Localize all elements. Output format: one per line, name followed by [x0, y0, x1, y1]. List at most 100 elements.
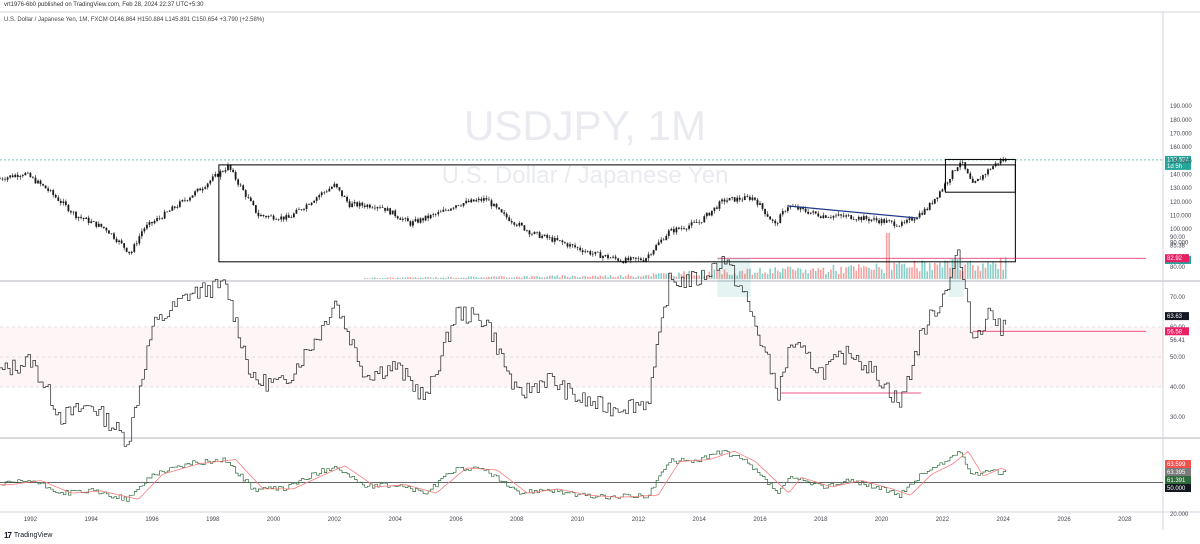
volume-bar [880, 269, 883, 279]
volume-bar [906, 267, 908, 279]
volume-bar [564, 275, 566, 279]
volume-bar [445, 277, 447, 279]
candle-down [381, 207, 384, 208]
candle-up [928, 202, 931, 210]
volume-bar [612, 276, 614, 279]
candle-down [561, 240, 564, 243]
candle-down [748, 196, 751, 200]
candle-up [156, 218, 158, 221]
volume-bar [675, 276, 678, 279]
candle-down [341, 190, 343, 197]
candle-up [835, 215, 837, 217]
chart-area[interactable]: USDJPY, 1M U.S. Dollar / Japanese Yen 6.… [0, 0, 1200, 530]
candle-up [660, 239, 663, 243]
candle-up [685, 228, 688, 230]
candle-down [840, 214, 842, 216]
candle-down [614, 256, 617, 259]
volume-bar [483, 277, 485, 279]
volume-bar [422, 277, 424, 279]
candle-down [868, 218, 870, 221]
candle-down [875, 218, 878, 221]
volume-bar [835, 270, 837, 279]
candle-down [599, 252, 602, 258]
time-tick-label: 2022 [936, 517, 950, 523]
candle-down [964, 162, 967, 169]
candle-down [966, 168, 969, 174]
volume-bar [949, 267, 951, 279]
candle-up [624, 257, 627, 264]
volume-bar [822, 267, 825, 279]
time-axis: 1992 1994 1996 1998 2000 2002 2004 2006 2008 2010… [24, 517, 1132, 523]
range-box [218, 164, 1016, 263]
volume-bar [741, 270, 744, 279]
candle-down [723, 199, 726, 202]
volume-bar [858, 264, 860, 279]
candle-up [779, 214, 782, 224]
candle-down [1002, 159, 1005, 162]
volume-bar [901, 264, 903, 279]
candle-down [300, 209, 303, 211]
volume-bar [847, 266, 850, 279]
osc-ma-badge: 61.391 [1167, 478, 1186, 484]
candle-up [404, 218, 407, 219]
time-tick-label: 2020 [875, 517, 889, 523]
volume-bar [640, 276, 642, 279]
candle-up [657, 242, 660, 246]
candle-down [254, 205, 257, 213]
candle-up [439, 211, 442, 213]
candle-up [181, 199, 184, 202]
candle-up [710, 210, 713, 216]
volume-bar [602, 276, 604, 279]
osc-base-badge-bg [1165, 484, 1191, 492]
candle-down [662, 239, 665, 241]
candle-down [11, 175, 14, 178]
volume-bar [429, 277, 432, 279]
volume-bar [987, 262, 989, 279]
candle-down [4, 179, 6, 180]
candle-up [211, 176, 214, 181]
volume-bar [371, 277, 374, 279]
candle-down [244, 190, 247, 197]
candle-down [771, 219, 774, 221]
candle-down [596, 251, 599, 253]
candle-down [26, 172, 29, 174]
last-price-badge [1165, 155, 1191, 170]
volume-bar [736, 275, 738, 279]
candle-down [741, 199, 744, 201]
volume-bar [875, 263, 878, 279]
candle-down [257, 212, 260, 217]
volume-bar [832, 265, 835, 279]
volume-bar [447, 276, 450, 279]
candle-down [262, 215, 265, 217]
volume-bar [609, 275, 612, 279]
volume-bar [1002, 269, 1004, 279]
candle-down [166, 211, 169, 213]
volume-bar [870, 269, 873, 279]
candle-down [252, 201, 255, 206]
rsi-upper-badge-bg [1165, 254, 1189, 263]
candle-up [77, 216, 80, 219]
volume-bar [630, 275, 632, 279]
volume-bar [779, 272, 782, 279]
volume-bar [427, 277, 429, 279]
volume-bar [599, 275, 602, 279]
volume-bar [718, 270, 721, 279]
candle-down [672, 228, 675, 233]
candle-up [277, 219, 280, 221]
candle-up [110, 233, 113, 235]
candle-up [227, 164, 229, 171]
volume-bar [391, 277, 394, 279]
candle-up [584, 251, 587, 253]
rsi-lower-badge-bg [1165, 327, 1189, 336]
price-tick-label: 90.000 [1170, 241, 1189, 247]
candle-up [24, 172, 27, 176]
candle-down [102, 226, 105, 228]
candle-down [515, 224, 518, 226]
volume-bar [617, 276, 619, 279]
candle-down [764, 208, 766, 215]
time-tick-label: 1996 [145, 517, 159, 523]
volume-bar [693, 275, 695, 279]
candle-up [743, 196, 746, 201]
candle-up [353, 202, 356, 204]
